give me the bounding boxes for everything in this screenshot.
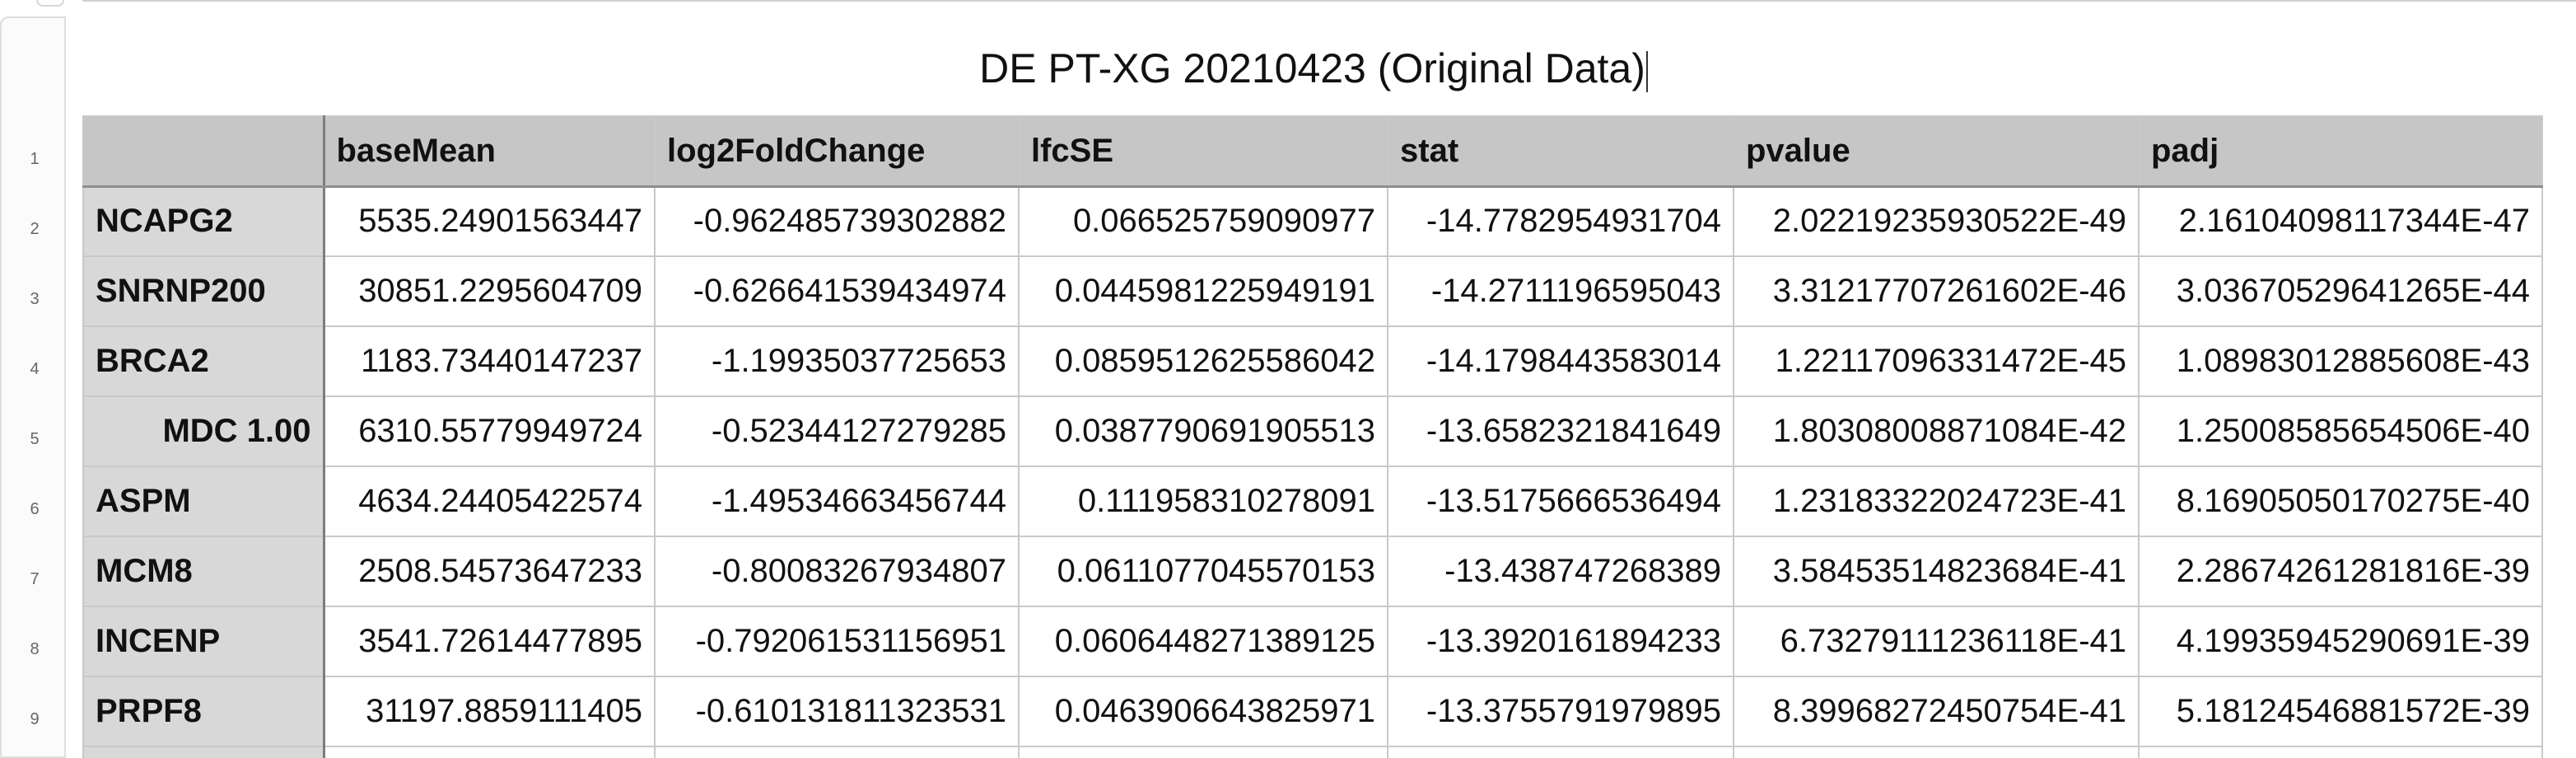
sheet-corner-handle[interactable] — [36, 0, 64, 7]
header-row: baseMean log2FoldChange lfcSE stat pvalu… — [82, 115, 2543, 188]
row-number-9[interactable]: 9 — [30, 710, 40, 728]
table-row: MCM8 2508.54573647233 -0.80083267934807 … — [82, 536, 2543, 607]
cell-log2foldchange[interactable]: -0.610131811323531 — [654, 676, 1020, 747]
cell-basemean[interactable]: 31197.8859111405 — [323, 676, 656, 747]
cell-padj[interactable]: 1.25008585654506E-40 — [2138, 395, 2543, 467]
cell-stat[interactable]: -13.3755791979895 — [1387, 676, 1734, 747]
table-row: PRPF8 31197.8859111405 -0.61013181132353… — [82, 676, 2543, 747]
cell-stat[interactable]: -14.2711196595043 — [1387, 255, 1734, 327]
table-row: INCENP 3541.72614477895 -0.7920615311569… — [82, 606, 2543, 677]
cell-stat[interactable]: -14.1798443583014 — [1387, 325, 1734, 397]
row-number-8[interactable]: 8 — [30, 640, 40, 658]
gene-name-cell[interactable]: MCM8 — [82, 536, 325, 607]
gene-name-cell[interactable]: BRCA2 — [82, 325, 325, 397]
cell-lfcse[interactable]: 0.0606448271389125 — [1018, 606, 1388, 677]
header-cell-lfcse[interactable]: lfcSE — [1018, 115, 1388, 188]
header-cell-basemean[interactable]: baseMean — [323, 115, 656, 188]
cell-lfcse[interactable]: 0.111958310278091 — [1018, 466, 1388, 537]
cell-log2foldchange[interactable]: -0.792061531156951 — [654, 606, 1020, 677]
cell-padj[interactable]: 2.28674261281816E-39 — [2138, 536, 2543, 607]
cell-empty[interactable] — [1387, 746, 1734, 758]
cell-lfcse[interactable]: 0.0445981225949191 — [1018, 255, 1388, 327]
cell-basemean[interactable]: 6310.55779949724 — [323, 395, 656, 467]
gene-name-cell[interactable]: NCAPG2 — [82, 185, 325, 257]
row-number-1[interactable]: 1 — [30, 150, 40, 168]
cell-padj[interactable]: 4.19935945290691E-39 — [2138, 606, 2543, 677]
text-cursor — [1645, 50, 1648, 92]
cell-lfcse[interactable]: 0.0859512625586042 — [1018, 325, 1388, 397]
sheet-title[interactable]: DE PT-XG 20210423 (Original Data) — [82, 40, 2545, 97]
cell-empty[interactable] — [2138, 746, 2543, 758]
cell-padj[interactable]: 5.18124546881572E-39 — [2138, 676, 2543, 747]
cell-pvalue[interactable]: 3.31217707261602E-46 — [1733, 255, 2140, 327]
gene-name-cell-empty[interactable] — [82, 746, 325, 758]
cell-pvalue[interactable]: 1.80308008871084E-42 — [1733, 395, 2140, 467]
cell-lfcse[interactable]: 0.066525759090977 — [1018, 185, 1388, 257]
header-corner-cell[interactable] — [82, 115, 325, 188]
table-row: SNRNP200 30851.2295604709 -0.62664153943… — [82, 255, 2543, 327]
cell-lfcse[interactable]: 0.0387790691905513 — [1018, 395, 1388, 467]
cell-stat[interactable]: -14.7782954931704 — [1387, 185, 1734, 257]
cell-padj[interactable]: 3.03670529641265E-44 — [2138, 255, 2543, 327]
table-row: ASPM 4634.24405422574 -1.49534663456744 … — [82, 466, 2543, 537]
header-cell-log2foldchange[interactable]: log2FoldChange — [654, 115, 1020, 188]
row-number-gutter: 1 2 3 4 5 6 7 8 9 — [0, 16, 66, 758]
cell-pvalue[interactable]: 8.39968272450754E-41 — [1733, 676, 2140, 747]
cell-basemean[interactable]: 3541.72614477895 — [323, 606, 656, 677]
row-number-3[interactable]: 3 — [30, 290, 40, 308]
cell-pvalue[interactable]: 3.58453514823684E-41 — [1733, 536, 2140, 607]
header-cell-pvalue[interactable]: pvalue — [1733, 115, 2140, 188]
cell-pvalue[interactable]: 1.22117096331472E-45 — [1733, 325, 2140, 397]
row-number-6[interactable]: 6 — [30, 500, 40, 518]
gene-name-cell[interactable]: PRPF8 — [82, 676, 325, 747]
row-number-2[interactable]: 2 — [30, 220, 40, 238]
cell-log2foldchange[interactable]: -0.80083267934807 — [654, 536, 1020, 607]
cell-basemean[interactable]: 4634.24405422574 — [323, 466, 656, 537]
cell-pvalue[interactable]: 2.02219235930522E-49 — [1733, 185, 2140, 257]
cell-padj[interactable]: 2.16104098117344E-47 — [2138, 185, 2543, 257]
row-number-5[interactable]: 5 — [30, 430, 40, 448]
row-number-7[interactable]: 7 — [30, 570, 40, 588]
table-row: NCAPG2 5535.24901563447 -0.9624857393028… — [82, 185, 2543, 257]
cell-padj[interactable]: 8.16905050170275E-40 — [2138, 466, 2543, 537]
cell-pvalue[interactable]: 1.23183322024723E-41 — [1733, 466, 2140, 537]
row-number-4[interactable]: 4 — [30, 360, 40, 378]
cell-basemean[interactable]: 1183.73440147237 — [323, 325, 656, 397]
cell-empty[interactable] — [1018, 746, 1388, 758]
gene-name-cell[interactable]: MDC 1.00 — [82, 395, 325, 467]
cell-empty[interactable] — [323, 746, 656, 758]
table-row: BRCA2 1183.73440147237 -1.19935037725653… — [82, 325, 2543, 397]
data-table: baseMean log2FoldChange lfcSE stat pvalu… — [82, 115, 2543, 758]
cell-empty[interactable] — [1733, 746, 2140, 758]
cell-empty[interactable] — [654, 746, 1020, 758]
cell-log2foldchange[interactable]: -0.962485739302882 — [654, 185, 1020, 257]
cell-stat[interactable]: -13.5175666536494 — [1387, 466, 1734, 537]
gene-name-cell[interactable]: SNRNP200 — [82, 255, 325, 327]
cell-log2foldchange[interactable]: -1.49534663456744 — [654, 466, 1020, 537]
cell-stat[interactable]: -13.438747268389 — [1387, 536, 1734, 607]
cell-basemean[interactable]: 2508.54573647233 — [323, 536, 656, 607]
header-cell-padj[interactable]: padj — [2138, 115, 2543, 188]
cell-stat[interactable]: -13.6582321841649 — [1387, 395, 1734, 467]
cell-log2foldchange[interactable]: -1.19935037725653 — [654, 325, 1020, 397]
gene-name-cell[interactable]: INCENP — [82, 606, 325, 677]
cell-stat[interactable]: -13.3920161894233 — [1387, 606, 1734, 677]
cell-lfcse[interactable]: 0.0463906643825971 — [1018, 676, 1388, 747]
cell-basemean[interactable]: 30851.2295604709 — [323, 255, 656, 327]
cell-padj[interactable]: 1.08983012885608E-43 — [2138, 325, 2543, 397]
gene-name-cell[interactable]: ASPM — [82, 466, 325, 537]
cell-lfcse[interactable]: 0.0611077045570153 — [1018, 536, 1388, 607]
sheet-title-text[interactable]: DE PT-XG 20210423 (Original Data) — [979, 45, 1645, 91]
table-row: MDC 1.00 6310.55779949724 -0.52344127279… — [82, 395, 2543, 467]
header-cell-stat[interactable]: stat — [1387, 115, 1734, 188]
table-row-partial — [82, 746, 2543, 758]
cell-log2foldchange[interactable]: -0.626641539434974 — [654, 255, 1020, 327]
cell-pvalue[interactable]: 6.73279111236118E-41 — [1733, 606, 2140, 677]
cell-basemean[interactable]: 5535.24901563447 — [323, 185, 656, 257]
sheet-top-border — [82, 0, 2576, 3]
cell-log2foldchange[interactable]: -0.52344127279285 — [654, 395, 1020, 467]
